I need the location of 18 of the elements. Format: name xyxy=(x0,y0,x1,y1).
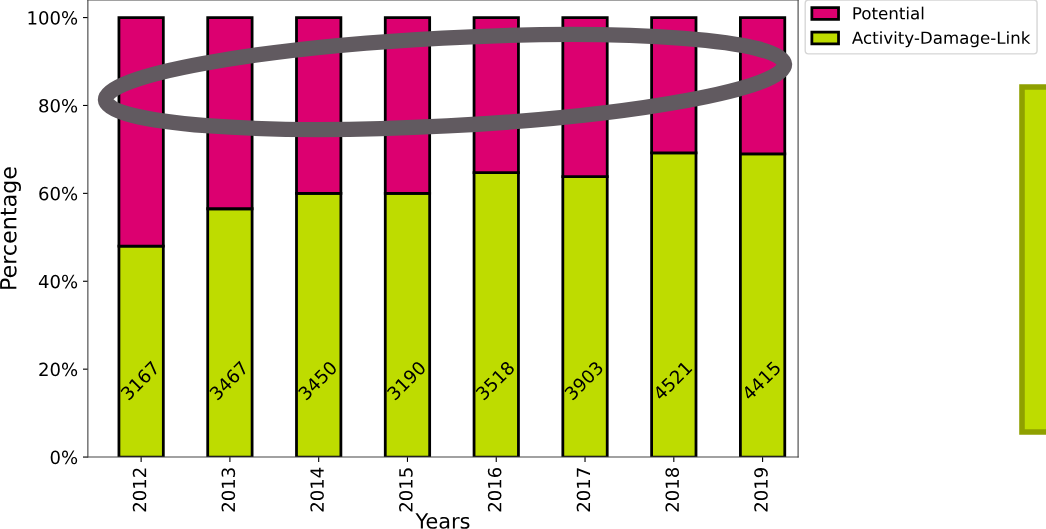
y-tick-label: 60% xyxy=(39,186,78,201)
x-tick-label: 2017 xyxy=(576,468,591,512)
y-tick-label: 20% xyxy=(39,362,78,377)
x-tick-label: 2016 xyxy=(487,467,502,512)
legend-label: Activity-Damage-Link xyxy=(852,31,1031,48)
legend-label: Potential xyxy=(853,6,924,20)
x-axis-title: Years xyxy=(415,513,470,529)
x-tick-label: 2012 xyxy=(132,468,147,512)
y-tick-label: 80% xyxy=(39,98,78,113)
y-tick-label: 100% xyxy=(28,11,78,25)
y-tick-label: 40% xyxy=(38,274,78,289)
x-tick-label: 2013 xyxy=(221,468,236,512)
x-tick-label: 2018 xyxy=(665,468,680,512)
x-tick-label: 2019 xyxy=(754,468,768,512)
y-axis-title: Percentage xyxy=(0,167,21,289)
x-tick-label: 2014 xyxy=(310,467,324,512)
y-tick-label: 0% xyxy=(50,450,78,465)
x-tick-label: 2015 xyxy=(399,468,413,512)
